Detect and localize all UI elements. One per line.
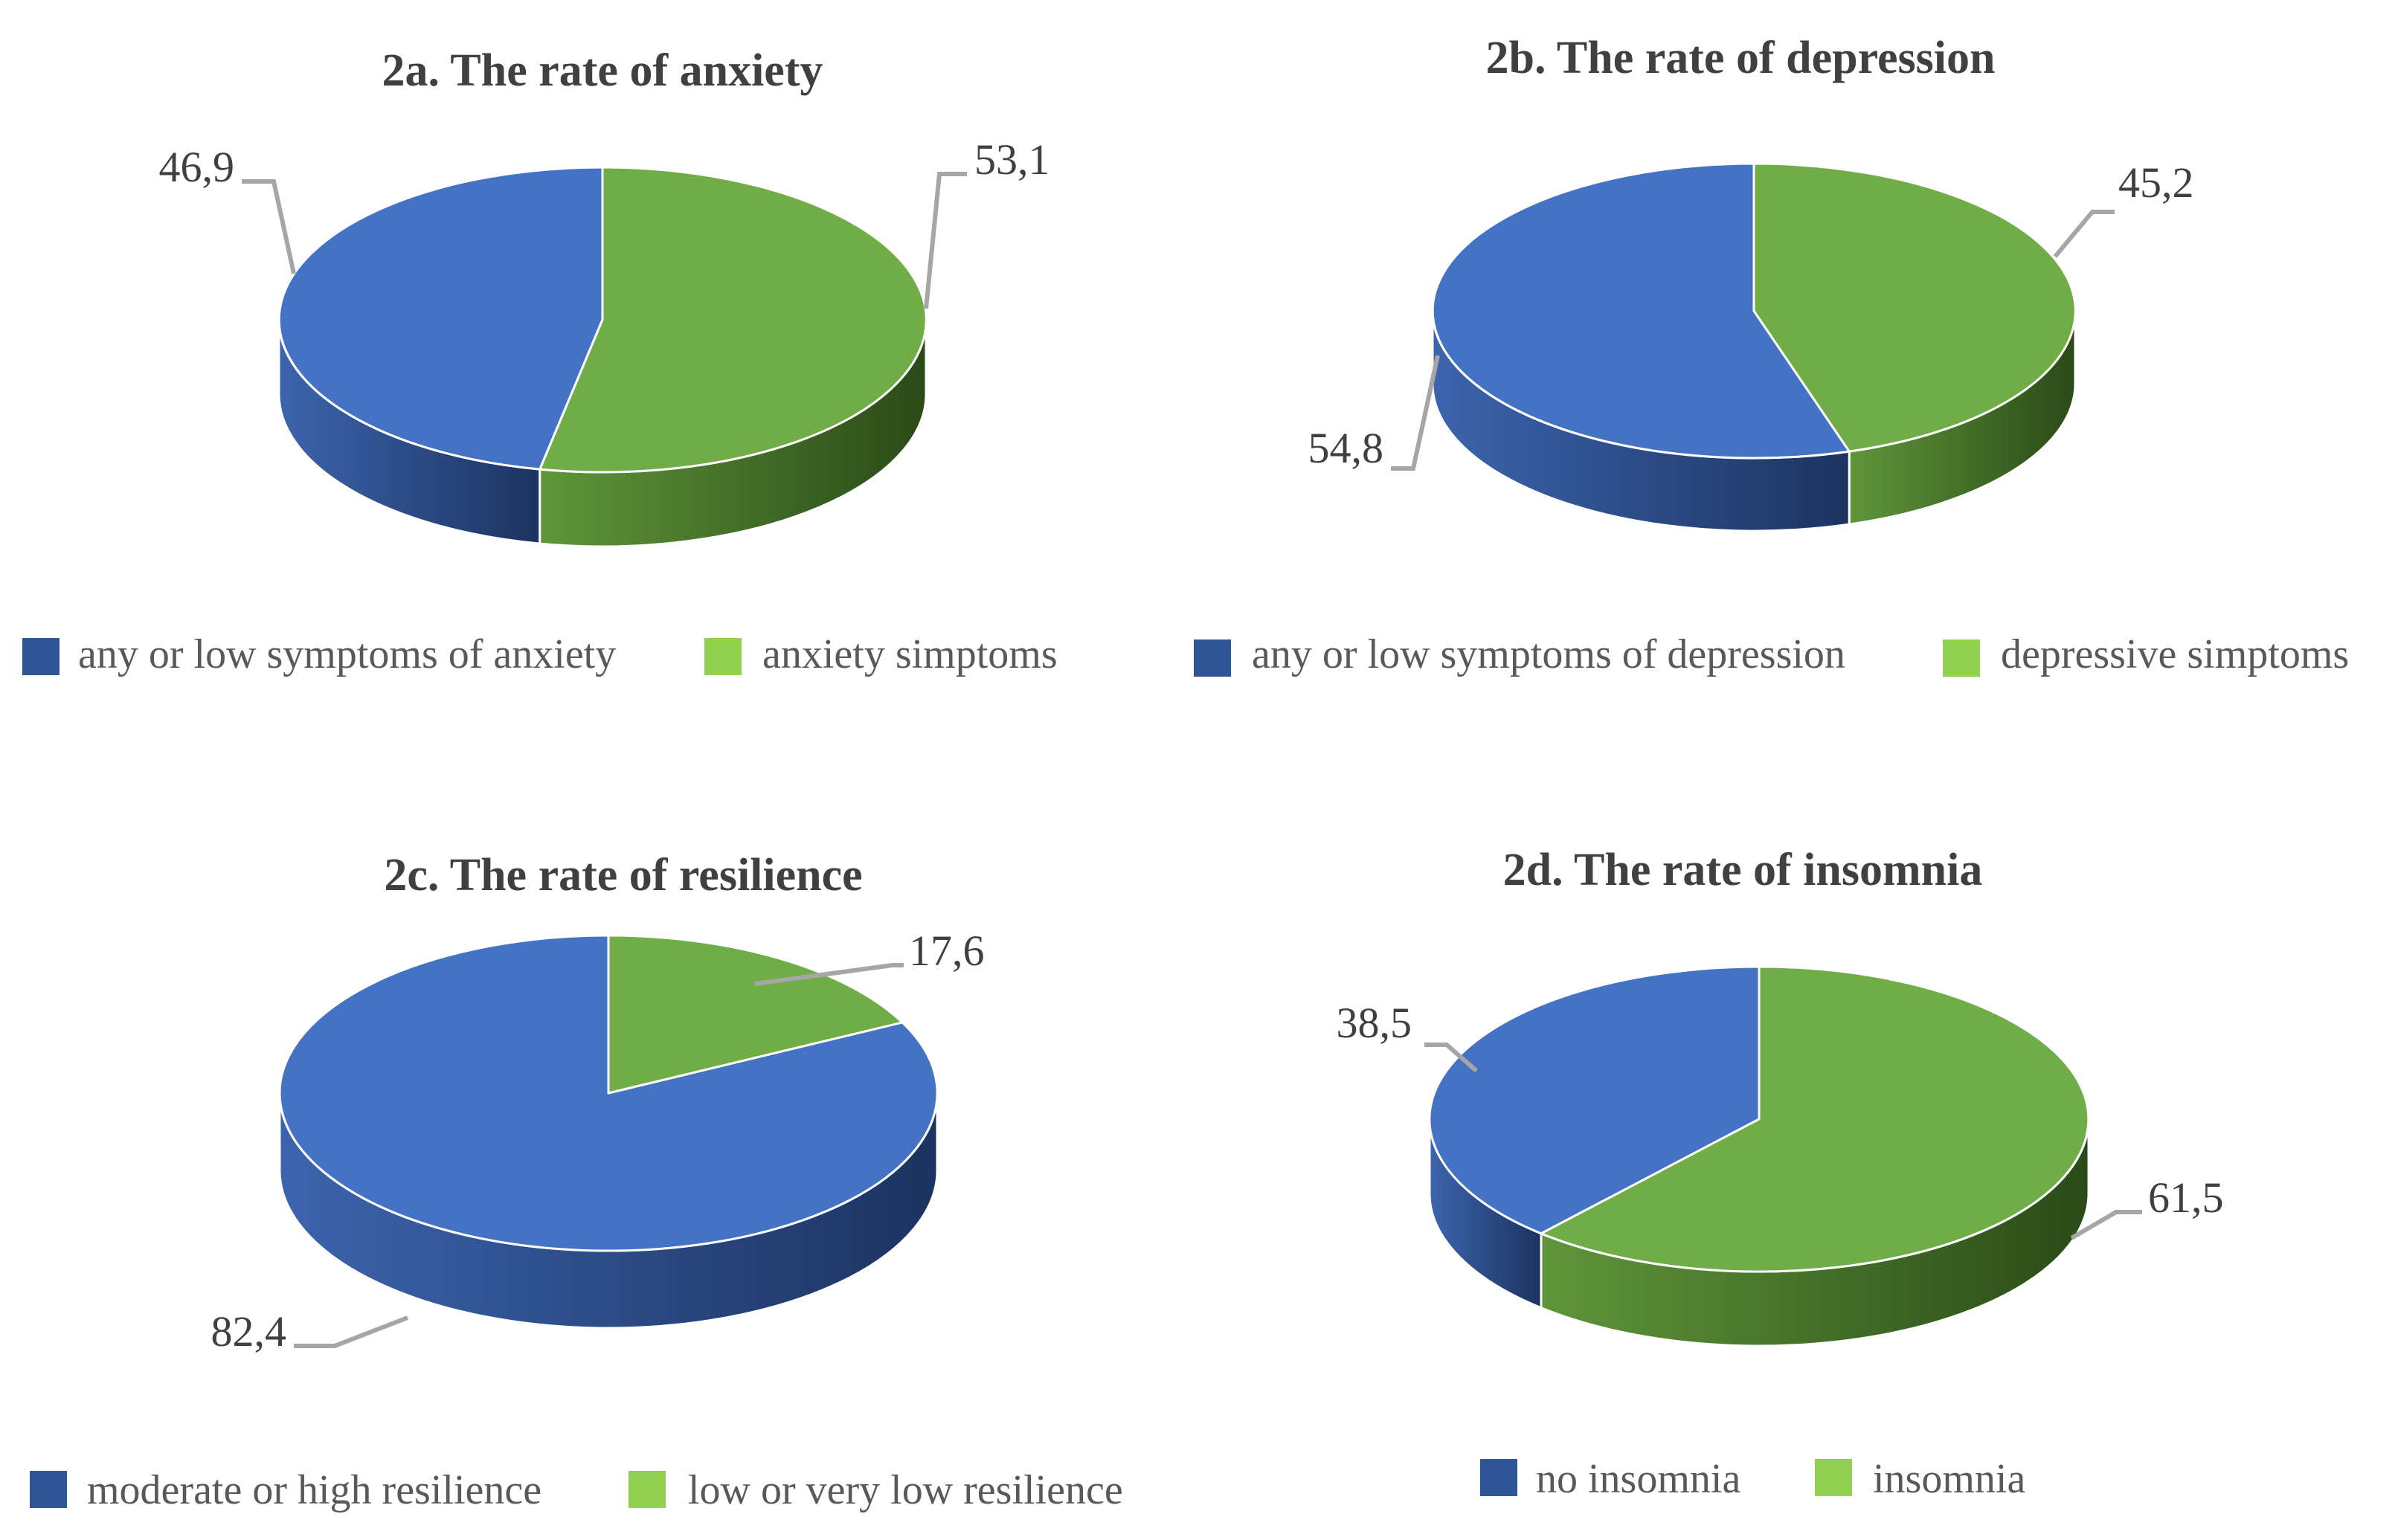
legend-swatch-blue <box>30 1471 67 1508</box>
legend-label: moderate or high resilience <box>87 1467 541 1513</box>
pie-slice-no-insomnia <box>1428 965 1761 1235</box>
leader-line <box>924 172 967 309</box>
legend-swatch-green <box>629 1471 666 1508</box>
legend-label: anxiety simptoms <box>762 631 1058 677</box>
chart-title: 2b. The rate of depression <box>1486 33 1996 83</box>
data-label-any-or-low-symptoms-of-depression: 54,8 <box>1308 424 1384 472</box>
legend-swatch-green <box>704 638 742 675</box>
pie-slice-any-or-low-symptoms-of-depression <box>1431 162 1851 460</box>
pie-slice-insomnia <box>1540 965 2090 1273</box>
chart-title: 2c. The rate of resilience <box>384 850 862 901</box>
legend: any or low symptoms of depression depres… <box>1194 631 2349 677</box>
pie-slice-moderate-or-high-resilience <box>278 934 939 1252</box>
legend: no insomnia insomnia <box>1480 1456 2025 1502</box>
chart-panel-anxiety: 2a. The rate of anxiety 46,9 53,1 any or… <box>22 45 1058 677</box>
legend-label: insomnia <box>1873 1456 2025 1502</box>
leader-line <box>2070 1210 2142 1240</box>
data-label-any-or-low-symptoms-of-anxiety: 46,9 <box>159 143 235 191</box>
chart-title: 2a. The rate of anxiety <box>382 45 823 96</box>
pie-slice-any-or-low-symptoms-of-anxiety <box>277 166 604 471</box>
pie-slice-anxiety-simptoms <box>539 166 928 474</box>
legend-swatch-green <box>1943 639 1980 677</box>
data-label-depressive-simptoms: 45,2 <box>2118 158 2194 207</box>
chart-panel-resilience: 2c. The rate of resilience 17,6 82,4 mod… <box>30 850 1123 1513</box>
legend-swatch-blue <box>22 638 60 675</box>
pie-slice-low-or-very-low-resilience <box>607 934 904 1095</box>
legend-label: low or very low resilience <box>688 1467 1123 1513</box>
chart-panel-insomnia: 2d. The rate of insomnia 38,5 61,5 no in… <box>1337 845 2224 1502</box>
legend-swatch-green <box>1815 1459 1852 1496</box>
chart-panel-depression: 2b. The rate of depression 54,8 45,2 any… <box>1194 33 2349 677</box>
legend-swatch-blue <box>1194 639 1231 677</box>
leader-line <box>242 179 296 274</box>
legend: moderate or high resilience low or very … <box>30 1467 1123 1513</box>
chart-title: 2d. The rate of insomnia <box>1503 845 1983 895</box>
legend: any or low symptoms of anxiety anxiety s… <box>22 631 1058 677</box>
data-label-insomnia: 61,5 <box>2148 1173 2224 1222</box>
legend-label: any or low symptoms of anxiety <box>78 631 616 677</box>
leader-line <box>1391 355 1440 471</box>
data-label-no-insomnia: 38,5 <box>1337 999 1412 1047</box>
leader-line <box>294 1315 409 1348</box>
legend-label: no insomnia <box>1536 1456 1740 1502</box>
legend-label: any or low symptoms of depression <box>1252 631 1845 677</box>
leader-line <box>1424 1043 1478 1073</box>
data-label-anxiety-simptoms: 53,1 <box>974 135 1050 184</box>
leader-line <box>2053 210 2115 258</box>
data-label-low-or-very-low-resilience: 17,6 <box>909 927 985 975</box>
leader-line <box>754 963 904 986</box>
legend-swatch-blue <box>1480 1459 1517 1496</box>
legend-label: depressive simptoms <box>2001 631 2349 677</box>
data-label-moderate-or-high-resilience: 82,4 <box>211 1307 287 1356</box>
pie-slice-depressive-simptoms <box>1752 162 2077 453</box>
